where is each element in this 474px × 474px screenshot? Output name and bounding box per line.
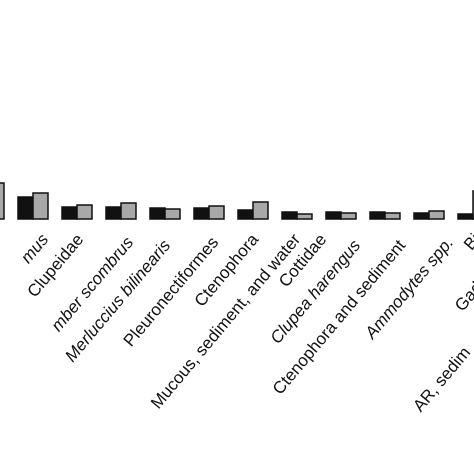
bar [369,211,386,220]
bar [164,208,181,220]
bar [17,196,34,220]
bar [237,209,254,220]
bar [384,212,401,220]
bar [32,192,49,220]
bar [340,212,357,220]
bar [193,207,210,220]
x-tick-label: Gad [451,278,474,315]
bar [457,213,474,220]
bar [105,206,122,220]
bar [208,205,225,220]
bar [413,212,430,220]
bar [120,202,137,220]
x-tick-label: Bi [460,230,474,254]
bar [325,211,342,220]
bar [149,207,166,220]
bar [76,204,93,220]
bar [428,210,445,220]
x-tick-label: AR, sedim [409,343,474,415]
bar [61,206,78,220]
bar [0,182,5,220]
bar [252,201,269,220]
bar [281,211,298,220]
bar [296,213,313,220]
